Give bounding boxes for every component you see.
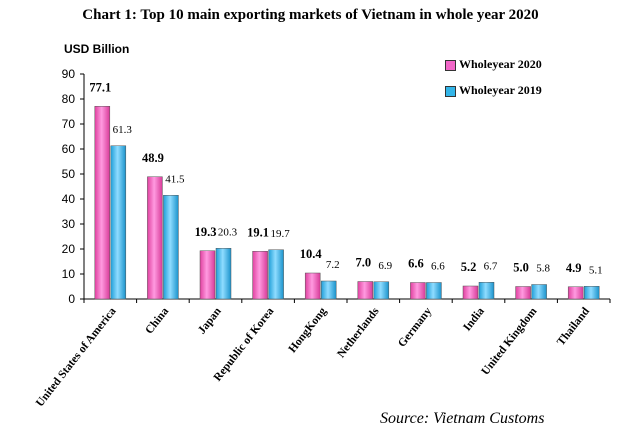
data-label-2019: 6.9 — [378, 260, 392, 272]
bar-2020 — [567, 286, 584, 300]
data-label-2020: 4.9 — [566, 261, 582, 275]
data-label-2020: 5.2 — [461, 260, 477, 274]
data-label-2019: 5.8 — [536, 263, 550, 275]
bar-2020 — [410, 282, 426, 300]
bar-2019 — [426, 282, 442, 300]
data-label-2019: 20.3 — [218, 226, 238, 238]
bar-2019 — [163, 195, 179, 300]
x-tick-label: India — [461, 305, 487, 333]
data-label-2019: 41.5 — [165, 173, 185, 185]
bar-2019 — [320, 280, 337, 300]
y-tick-label: 70 — [62, 117, 76, 131]
y-tick-label: 90 — [62, 67, 76, 81]
data-label-2019: 19.7 — [270, 228, 290, 240]
bar-2019 — [215, 248, 232, 300]
bar-2019 — [478, 282, 495, 300]
y-axis-label: USD Billion — [64, 42, 130, 56]
x-tick-label: HongKong — [287, 305, 330, 355]
legend-swatch-2019 — [445, 86, 456, 97]
data-label-2019: 6.7 — [484, 260, 498, 272]
bar-2020 — [94, 106, 111, 300]
data-label-2019: 7.2 — [326, 259, 340, 271]
data-label-2020: 19.1 — [247, 225, 269, 239]
data-label-2020: 19.3 — [195, 225, 217, 239]
x-tick-label: Thailand — [555, 305, 592, 348]
bar-2019 — [110, 145, 127, 300]
bar-2020 — [304, 272, 321, 300]
x-tick-label: Germany — [396, 305, 434, 349]
bar-2019 — [583, 286, 600, 300]
bar-2020 — [199, 250, 216, 300]
y-tick-label: 20 — [62, 242, 76, 256]
bar-2019 — [268, 249, 284, 300]
data-label-2020: 10.4 — [300, 247, 323, 261]
legend-swatch-2020 — [445, 60, 456, 71]
data-label-2019: 5.1 — [589, 264, 603, 276]
y-tick-label: 10 — [62, 267, 76, 281]
data-label-2019: 6.6 — [431, 261, 445, 273]
data-label-2020: 48.9 — [142, 151, 164, 165]
y-tick-label: 50 — [62, 167, 76, 181]
y-tick-label: 30 — [62, 217, 76, 231]
bar-2020 — [147, 176, 163, 300]
data-label-2019: 61.3 — [113, 124, 133, 136]
y-tick-label: 60 — [62, 142, 76, 156]
bar-2020 — [462, 285, 479, 300]
x-tick-label: United Kingdom — [479, 305, 539, 377]
x-tick-label: Japan — [196, 305, 224, 337]
data-label-2020: 7.0 — [355, 256, 371, 270]
y-tick-label: 40 — [62, 192, 76, 206]
y-tick-label: 0 — [68, 292, 75, 306]
data-label-2020: 5.0 — [513, 261, 529, 275]
data-label-2020: 77.1 — [89, 80, 111, 94]
bar-2020 — [515, 286, 531, 300]
y-tick-label: 80 — [62, 92, 76, 106]
x-tick-label: Netherlands — [335, 305, 382, 360]
bar-2020 — [252, 251, 268, 300]
x-tick-label: United States of America — [34, 305, 119, 409]
x-tick-label: China — [143, 305, 171, 336]
source-note: Source: Vietnam Customs — [380, 410, 545, 427]
legend-label-2019: Wholeyear 2019 — [459, 83, 542, 97]
data-label-2020: 6.6 — [408, 257, 424, 271]
bar-2020 — [357, 281, 374, 300]
x-tick-label: Republic of Korea — [212, 305, 277, 383]
legend-label-2020: Wholeyear 2020 — [459, 57, 542, 71]
chart-title: Chart 1: Top 10 main exporting markets o… — [82, 7, 539, 23]
bar-2019 — [531, 284, 547, 300]
bar-2019 — [373, 281, 390, 300]
